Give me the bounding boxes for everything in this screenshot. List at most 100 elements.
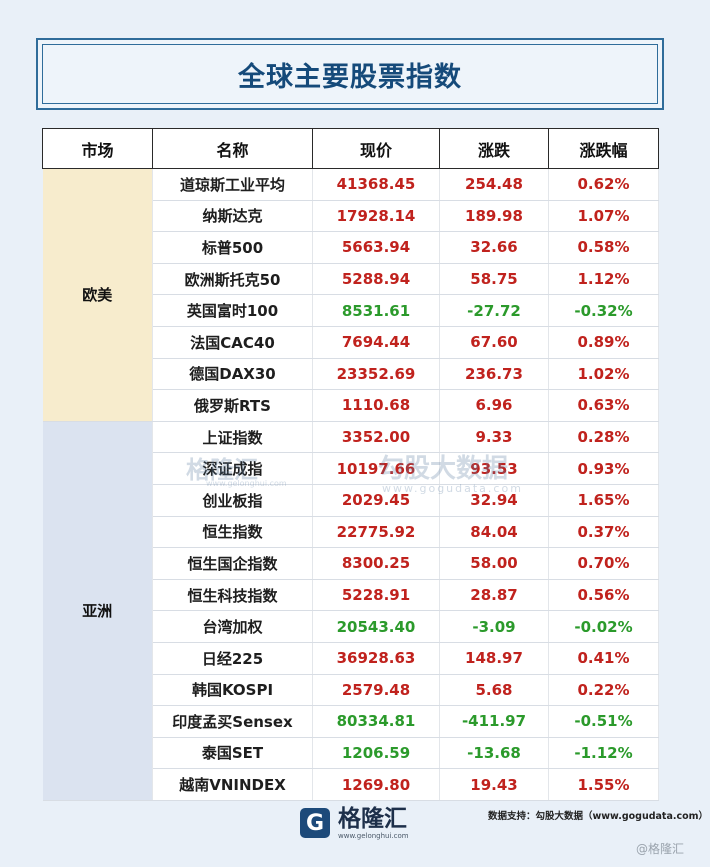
table-row: 恒生国企指数 8300.25 58.00 0.70% xyxy=(43,547,659,580)
table-row: 韩国KOSPI 2579.48 5.68 0.22% xyxy=(43,674,659,707)
index-price: 2579.48 xyxy=(312,674,440,707)
table-row: 恒生科技指数 5228.91 28.87 0.56% xyxy=(43,579,659,612)
header-price: 现价 xyxy=(312,128,440,169)
table-row: 亚洲 上证指数 3352.00 9.33 0.28% xyxy=(42,421,659,801)
index-change: -411.97 xyxy=(439,705,549,738)
index-change-pct: 0.89% xyxy=(548,326,659,359)
index-name: 泰国SET xyxy=(152,737,313,770)
table-row: 欧洲斯托克50 5288.94 58.75 1.12% xyxy=(43,263,659,296)
index-change: 28.87 xyxy=(439,579,549,612)
index-name: 俄罗斯RTS xyxy=(152,389,313,422)
page-title: 全球主要股票指数 xyxy=(238,61,462,93)
index-change-pct: 0.28% xyxy=(548,421,659,454)
table-header-row: 市场 名称 现价 涨跌 涨跌幅 xyxy=(42,128,659,169)
index-change: -27.72 xyxy=(439,294,549,327)
index-change: 84.04 xyxy=(439,516,549,549)
index-price: 3352.00 xyxy=(312,421,440,454)
index-price: 7694.44 xyxy=(312,326,440,359)
index-name: 日经225 xyxy=(152,642,313,675)
table-row: 欧美 道琼斯工业平均 41368.45 254.48 0.62% xyxy=(42,168,659,422)
index-change-pct: 0.58% xyxy=(548,231,659,264)
header-change: 涨跌 xyxy=(439,128,549,169)
table-body: 欧美 道琼斯工业平均 41368.45 254.48 0.62% 纳斯达克 17928.14… xyxy=(42,168,659,801)
table-row: 俄罗斯RTS 1110.68 6.96 0.63% xyxy=(43,389,659,422)
index-change: 5.68 xyxy=(439,674,549,707)
table-row: 标普500 5663.94 32.66 0.58% xyxy=(43,231,659,264)
index-name: 法国CAC40 xyxy=(152,326,313,359)
index-change-pct: -0.51% xyxy=(548,705,659,738)
table-row: 德国DAX30 23352.69 236.73 1.02% xyxy=(43,358,659,391)
index-name: 深证成指 xyxy=(152,452,313,485)
index-price: 5288.94 xyxy=(312,263,440,296)
index-name: 印度孟买Sensex xyxy=(152,705,313,738)
index-change-pct: 1.12% xyxy=(548,263,659,296)
index-price: 1110.68 xyxy=(312,389,440,422)
index-name: 英国富时100 xyxy=(152,294,313,327)
header-name: 名称 xyxy=(152,128,313,169)
index-name: 上证指数 xyxy=(152,421,313,454)
index-change-pct: 1.55% xyxy=(548,768,659,801)
index-name: 越南VNINDEX xyxy=(152,768,313,801)
index-change-pct: 0.62% xyxy=(548,168,659,201)
brand-url: www.gelonghui.com xyxy=(338,832,409,840)
table-row: 泰国SET 1206.59 -13.68 -1.12% xyxy=(43,737,659,770)
title-frame: 全球主要股票指数 xyxy=(36,38,664,110)
index-price: 41368.45 xyxy=(312,168,440,201)
index-change-pct: 0.41% xyxy=(548,642,659,675)
brand-g-icon: G xyxy=(300,808,330,838)
index-price: 22775.92 xyxy=(312,516,440,549)
index-change-pct: 0.37% xyxy=(548,516,659,549)
index-change: -13.68 xyxy=(439,737,549,770)
index-name: 欧洲斯托克50 xyxy=(152,263,313,296)
index-name: 恒生指数 xyxy=(152,516,313,549)
table-row: 深证成指 10197.66 93.53 0.93% xyxy=(43,452,659,485)
index-change: 58.00 xyxy=(439,547,549,580)
index-change: 148.97 xyxy=(439,642,549,675)
table-row: 印度孟买Sensex 80334.81 -411.97 -0.51% xyxy=(43,705,659,738)
index-change: -3.09 xyxy=(439,610,549,643)
index-change-pct: -0.32% xyxy=(548,294,659,327)
index-change-pct: 0.70% xyxy=(548,547,659,580)
index-change-pct: 0.56% xyxy=(548,579,659,612)
index-change: 93.53 xyxy=(439,452,549,485)
brand-text: 格隆汇 www.gelonghui.com xyxy=(338,806,409,840)
index-change-pct: 1.65% xyxy=(548,484,659,517)
index-change: 254.48 xyxy=(439,168,549,201)
index-change-pct: -1.12% xyxy=(548,737,659,770)
region-cell: 亚洲 xyxy=(42,421,153,801)
index-change: 32.94 xyxy=(439,484,549,517)
index-price: 8300.25 xyxy=(312,547,440,580)
index-price: 2029.45 xyxy=(312,484,440,517)
header-change-pct: 涨跌幅 xyxy=(548,128,659,169)
index-name: 道琼斯工业平均 xyxy=(152,168,313,201)
index-change: 6.96 xyxy=(439,389,549,422)
index-name: 台湾加权 xyxy=(152,610,313,643)
index-price: 20543.40 xyxy=(312,610,440,643)
index-name: 德国DAX30 xyxy=(152,358,313,391)
index-change-pct: 1.07% xyxy=(548,200,659,233)
table-row: 台湾加权 20543.40 -3.09 -0.02% xyxy=(43,610,659,643)
brand-logo: G 格隆汇 www.gelonghui.com xyxy=(300,806,409,840)
index-name: 恒生国企指数 xyxy=(152,547,313,580)
index-price: 5228.91 xyxy=(312,579,440,612)
table-row: 恒生指数 22775.92 84.04 0.37% xyxy=(43,516,659,549)
index-name: 创业板指 xyxy=(152,484,313,517)
index-name: 标普500 xyxy=(152,231,313,264)
index-price: 36928.63 xyxy=(312,642,440,675)
table-row: 法国CAC40 7694.44 67.60 0.89% xyxy=(43,326,659,359)
index-change-pct: 0.63% xyxy=(548,389,659,422)
table-row: 越南VNINDEX 1269.80 19.43 1.55% xyxy=(43,768,659,801)
index-change: 67.60 xyxy=(439,326,549,359)
corner-watermark: @格隆汇 xyxy=(636,842,685,856)
index-price: 10197.66 xyxy=(312,452,440,485)
index-change: 58.75 xyxy=(439,263,549,296)
table-row: 日经225 36928.63 148.97 0.41% xyxy=(43,642,659,675)
index-change: 9.33 xyxy=(439,421,549,454)
index-change-pct: 1.02% xyxy=(548,358,659,391)
index-price: 5663.94 xyxy=(312,231,440,264)
index-price: 17928.14 xyxy=(312,200,440,233)
index-price: 1269.80 xyxy=(312,768,440,801)
index-change: 189.98 xyxy=(439,200,549,233)
index-name: 恒生科技指数 xyxy=(152,579,313,612)
index-change-pct: -0.02% xyxy=(548,610,659,643)
